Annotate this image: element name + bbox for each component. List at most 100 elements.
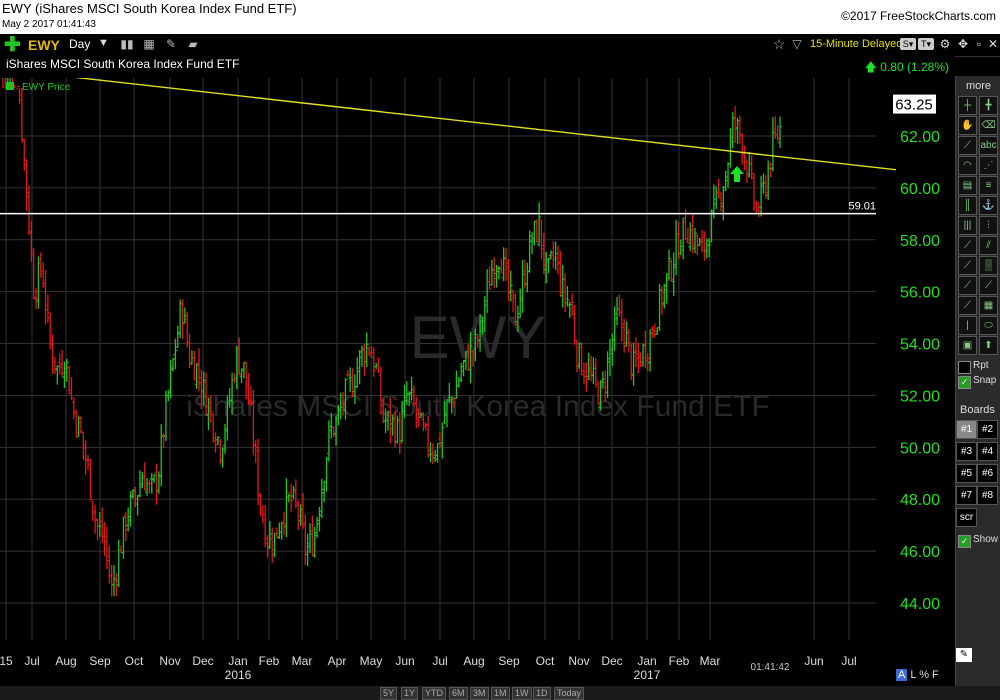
price-chart[interactable]: EWY iShares MSCI South Korea Index Fund … — [0, 78, 955, 682]
range-button-3m[interactable]: 3M — [470, 687, 489, 700]
anchor-tool[interactable]: ⚓ — [979, 196, 998, 215]
range-button-1d[interactable]: 1D — [533, 687, 551, 700]
log-scale-button[interactable]: L — [910, 669, 917, 681]
scr-button[interactable]: scr — [956, 508, 977, 527]
series-legend: EWY Price — [22, 82, 71, 93]
regression-tool[interactable]: ⟋ — [958, 256, 977, 275]
gear-icon[interactable]: ⚙ — [939, 37, 951, 51]
y-tick-label: 48.00 — [900, 492, 940, 509]
rpt-checkbox[interactable] — [958, 361, 971, 374]
toolbar: ✚ EWY Day ▼ ▮▮ ▦ ✎ ▰ ☆ ▽ 15-Minute Delay… — [0, 34, 1000, 57]
crosshair-tool[interactable]: ╋ — [979, 96, 998, 115]
y-tick-label: 50.00 — [900, 440, 940, 457]
range-button-5y[interactable]: 5Y — [380, 687, 398, 700]
color-box-tool[interactable]: ▣ — [958, 336, 977, 355]
cursor-tool[interactable]: ┼ — [958, 96, 977, 115]
auto-scale-button[interactable]: A — [896, 669, 908, 681]
notes-icon[interactable]: ▰ — [188, 37, 198, 51]
x-tick-label: May — [360, 654, 383, 668]
x-tick-label: Nov — [568, 654, 589, 668]
hand-tool[interactable]: ✋ — [958, 116, 977, 135]
star-icon[interactable]: ☆ — [772, 36, 786, 52]
up-arrow-icon: 🡅 — [864, 60, 877, 74]
filter-icon[interactable]: ▽ — [792, 37, 802, 51]
line-tool[interactable]: ⟋ — [958, 136, 977, 155]
more-link[interactable]: more — [965, 80, 992, 92]
show-checkbox[interactable]: ✓ — [958, 535, 971, 548]
add-symbol-icon[interactable]: ✚ — [4, 34, 21, 56]
draw-pencil-icon[interactable]: ✎ — [956, 648, 972, 662]
trend-fan-tool[interactable]: ⟋ — [958, 276, 977, 295]
watermark-name: iShares MSCI South Korea Index Fund ETF — [186, 390, 770, 423]
year-label: 2016 — [225, 668, 252, 682]
range-button-1w[interactable]: 1W — [512, 687, 532, 700]
chart-canvas[interactable]: EWY iShares MSCI South Korea Index Fund … — [0, 78, 955, 682]
chevron-down-icon[interactable]: ▼ — [98, 37, 109, 49]
text-button[interactable]: T▾ — [918, 38, 934, 50]
y-tick-label: 62.00 — [900, 129, 940, 146]
up-arrow-tool[interactable]: ⬆ — [979, 336, 998, 355]
board-3[interactable]: #3 — [956, 442, 977, 461]
vertical-bar-tool[interactable]: | — [958, 316, 977, 335]
last-price-label: 63.25 — [895, 97, 933, 114]
x-tick-label: Mar — [292, 654, 313, 668]
board-8[interactable]: #8 — [977, 486, 998, 505]
window-title: EWY (iShares MSCI South Korea Index Fund… — [2, 1, 297, 16]
snap-checkbox[interactable]: ✓ — [958, 376, 971, 389]
info-line: iShares MSCI South Korea Index Fund ETF … — [0, 56, 955, 76]
time-label: 01:41:42 — [751, 662, 790, 673]
board-4[interactable]: #4 — [977, 442, 998, 461]
fib-fan-tool[interactable]: ⟋ — [979, 276, 998, 295]
ellipse-tool[interactable]: ⬭ — [979, 316, 998, 335]
period-select[interactable]: Day — [69, 37, 91, 51]
square-tool[interactable]: ▦ — [979, 296, 998, 315]
close-icon[interactable]: ✕ — [987, 37, 999, 51]
arc-tool[interactable]: ◠ — [958, 156, 977, 175]
delayed-status: 15-Minute Delayed — [810, 38, 903, 50]
board-6[interactable]: #6 — [977, 464, 998, 483]
range-strip: 5Y 1Y YTD 6M 3M 1M 1W 1D Today — [0, 686, 1000, 700]
channel-tool[interactable]: ▤ — [958, 176, 977, 195]
text-tool[interactable]: abc — [979, 136, 998, 155]
bar-style-icon[interactable]: ▮▮ — [120, 37, 134, 51]
arrow-line-tool[interactable]: ⟋ — [958, 296, 977, 315]
board-5[interactable]: #5 — [956, 464, 977, 483]
board-1[interactable]: #1 — [956, 420, 977, 439]
gann-tool[interactable]: ⫶ — [979, 216, 998, 235]
range-button-1y[interactable]: 1Y — [401, 687, 419, 700]
y-tick-label: 56.00 — [900, 285, 940, 302]
x-tick-label: Aug — [463, 654, 484, 668]
range-button-1m[interactable]: 1M — [491, 687, 510, 700]
share-button[interactable]: S▾ — [900, 38, 916, 50]
vertical-lines-tool[interactable]: ║ — [958, 196, 977, 215]
move-icon[interactable]: ✥ — [957, 37, 969, 51]
board-2[interactable]: #2 — [977, 420, 998, 439]
x-tick-label: Jul — [432, 654, 447, 668]
eraser-tool[interactable]: ⌫ — [979, 116, 998, 135]
y-tick-label: 46.00 — [900, 544, 940, 561]
trendline — [74, 78, 897, 171]
fit-button[interactable]: F — [932, 669, 939, 681]
horizontal-line-label: 59.01 — [848, 201, 876, 213]
cycle-lines-tool[interactable]: ||| — [958, 216, 977, 235]
x-tick-label: Feb — [669, 654, 690, 668]
range-button-ytd[interactable]: YTD — [422, 687, 446, 700]
fan-tool[interactable]: ⋰ — [979, 156, 998, 175]
stdev-channel-tool[interactable]: ▒ — [979, 256, 998, 275]
x-tick-label: Jul — [24, 654, 39, 668]
retracement-tool[interactable]: ≡ — [979, 176, 998, 195]
parallel-lines-tool[interactable]: ⫽ — [979, 236, 998, 255]
rpt-label: Rpt — [973, 360, 989, 371]
range-button-today[interactable]: Today — [554, 687, 585, 700]
x-tick-label: Jul — [841, 654, 856, 668]
board-7[interactable]: #7 — [956, 486, 977, 505]
symbol-input[interactable]: EWY — [28, 37, 60, 53]
minimize-icon[interactable]: ▫ — [976, 37, 982, 51]
speed-lines-tool[interactable]: ⟋ — [958, 236, 977, 255]
pencil-icon[interactable]: ✎ — [165, 37, 177, 51]
calculator-icon[interactable]: ▦ — [143, 37, 155, 51]
range-button-6m[interactable]: 6M — [449, 687, 468, 700]
y-tick-label: 58.00 — [900, 233, 940, 250]
x-tick-label: Sep — [89, 654, 111, 668]
percent-scale-button[interactable]: % — [919, 669, 929, 681]
